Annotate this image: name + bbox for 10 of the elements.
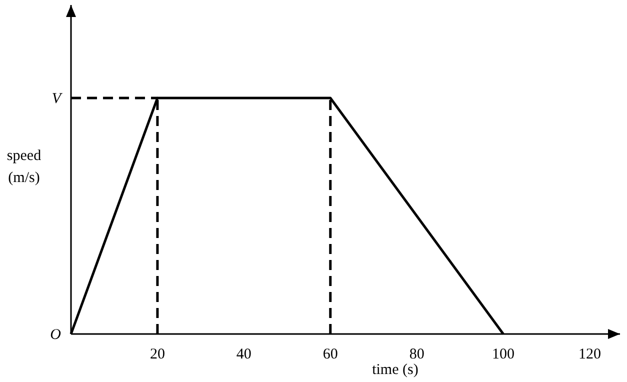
x-tick-label: 100 <box>492 346 515 363</box>
y-axis-title: speed (m/s) <box>6 148 42 186</box>
x-tick-label: 80 <box>409 346 424 363</box>
x-tick-label: 40 <box>236 346 252 363</box>
annotation: O <box>50 327 62 343</box>
x-tick-label: 20 <box>150 346 165 363</box>
x-axis-title: time (s) <box>372 362 418 378</box>
x-tick-label: 60 <box>322 346 338 363</box>
annotation: V <box>52 91 63 107</box>
x-tick-label: 120 <box>578 346 601 363</box>
